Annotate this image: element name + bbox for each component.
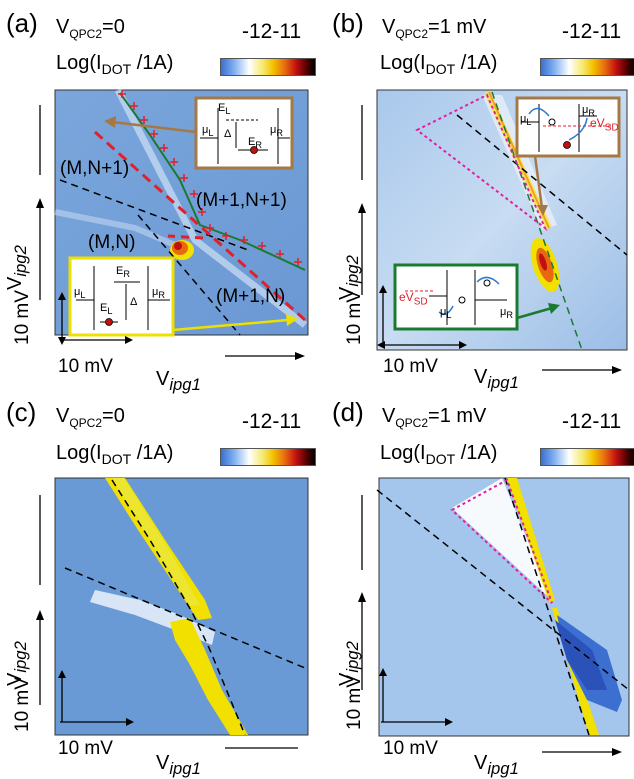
colorbar (540, 448, 634, 466)
vqpc-label: VQPC2=0 (56, 16, 125, 41)
colorbar-label: Log(IDOT /1A) (56, 442, 174, 467)
y-scale-label: 10 mV (12, 677, 33, 732)
state-m1n1: (M+1,N+1) (196, 190, 287, 211)
panel-label: (a) (6, 8, 38, 38)
state-mn1: (M,N+1) (60, 158, 130, 179)
inset-mur: μR (500, 306, 513, 321)
state-mn: (M,N) (88, 232, 136, 253)
heatmap-a (36, 88, 309, 360)
x-scale-label: 10 mV (383, 738, 438, 759)
colorbar-ticks: -12-11 (562, 20, 622, 43)
vqpc-label: VQPC2=1 mV (382, 405, 487, 430)
x-axis-label: Vipg1 (474, 366, 519, 392)
inset-mul: μL (202, 124, 214, 139)
state-m1n: (M+1,N) (216, 286, 286, 307)
panel-label: (d) (332, 397, 364, 427)
heatmap-c (36, 477, 309, 749)
colorbar-ticks: -12-11 (242, 20, 302, 43)
vqpc-label: VQPC2=1 mV (382, 16, 487, 41)
inset-delta: Δ (130, 296, 138, 308)
data-crosses (118, 90, 302, 266)
inset-delta: Δ (224, 128, 232, 140)
heatmap-d (358, 477, 630, 756)
inset-mur: μR (152, 286, 165, 301)
inset-evsd: eVSD (399, 290, 428, 308)
colorbar-ticks: -12-11 (562, 410, 622, 433)
colorbar (220, 448, 316, 466)
inset-mul: μL (520, 113, 532, 128)
inset-mul: μL (74, 286, 86, 301)
inset-er: ER (116, 265, 130, 280)
x-axis-label: Vipg1 (156, 752, 201, 778)
inset-evsd: eVSD (590, 116, 619, 134)
colorbar-label: Log(IDOT /1A) (380, 442, 498, 467)
vqpc-label: VQPC2=0 (56, 405, 125, 430)
heatmap-b (358, 89, 628, 374)
colorbar-label: Log(IDOT /1A) (380, 52, 498, 77)
colorbar (540, 58, 634, 76)
inset-el: EL (218, 102, 231, 117)
colorbar-ticks: -12-11 (242, 410, 302, 433)
x-axis-label: Vipg1 (474, 752, 519, 778)
x-axis-label: Vipg1 (156, 368, 201, 394)
inset-mul: μL (440, 306, 452, 321)
colorbar (220, 58, 316, 76)
inset-mur: μR (582, 104, 595, 119)
x-scale-label: 10 mV (58, 738, 113, 759)
inset-el: EL (100, 302, 113, 317)
colorbar-label: Log(IDOT /1A) (56, 52, 174, 77)
inset-er: ER (248, 136, 262, 151)
inset-mur: μR (270, 124, 283, 139)
panel-label: (c) (6, 397, 37, 427)
panel-label: (b) (332, 8, 364, 38)
x-scale-label: 10 mV (58, 356, 113, 377)
x-scale-label: 10 mV (383, 356, 438, 377)
y-scale-label: 10 mV (344, 675, 365, 730)
